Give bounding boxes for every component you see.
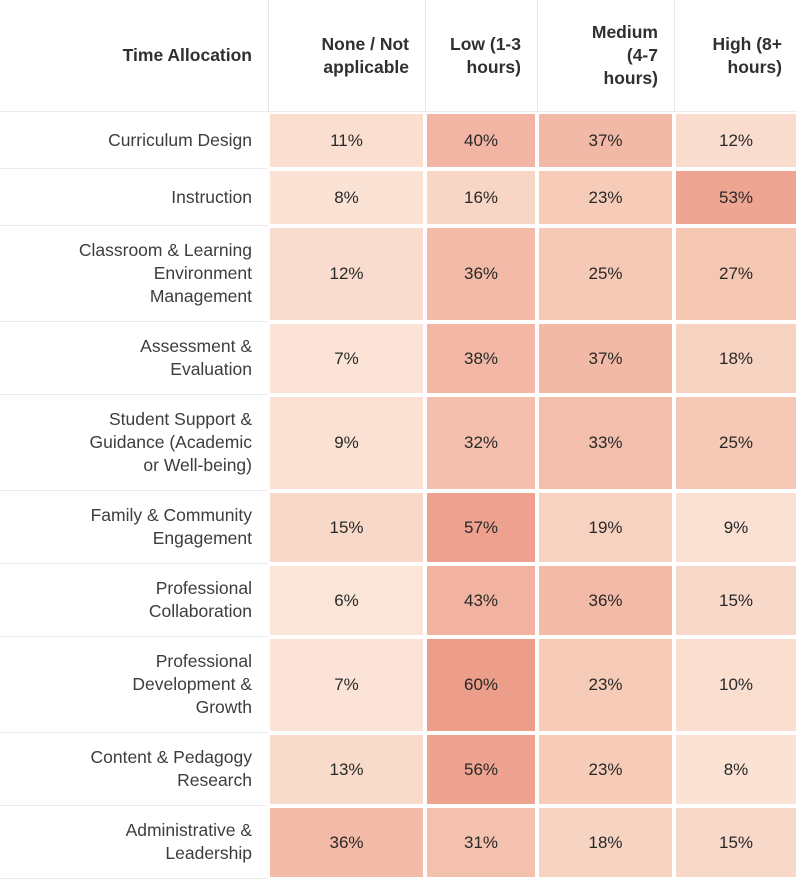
- heatmap-cell: 11%: [268, 112, 425, 169]
- heatmap-cell: 18%: [537, 806, 674, 879]
- column-header-none-not-applicable: None / Not applicable: [268, 0, 425, 112]
- heatmap-cell: 25%: [674, 395, 798, 491]
- table-row: Professional Collaboration 6% 43% 36% 15%: [0, 564, 798, 637]
- heatmap-cell: 8%: [674, 733, 798, 806]
- table-body: Curriculum Design 11% 40% 37% 12% Instruction…: [0, 112, 798, 879]
- heatmap-cell: 18%: [674, 322, 798, 395]
- heatmap-cell: 9%: [268, 395, 425, 491]
- row-label: Classroom & Learning Environment Managem…: [0, 226, 268, 322]
- row-label: Student Support & Guidance (Academic or …: [0, 395, 268, 491]
- heatmap-cell: 56%: [425, 733, 537, 806]
- table-row: Student Support & Guidance (Academic or …: [0, 395, 798, 491]
- table-row: Instruction 8% 16% 23% 53%: [0, 169, 798, 226]
- table-row: Assessment & Evaluation 7% 38% 37% 18%: [0, 322, 798, 395]
- heatmap-cell: 53%: [674, 169, 798, 226]
- heatmap-cell: 40%: [425, 112, 537, 169]
- heatmap-cell: 60%: [425, 637, 537, 733]
- heatmap-cell: 37%: [537, 322, 674, 395]
- row-label: Instruction: [0, 169, 268, 226]
- row-label: Assessment & Evaluation: [0, 322, 268, 395]
- heatmap-cell: 36%: [425, 226, 537, 322]
- table-row: Family & Community Engagement 15% 57% 19% 9%: [0, 491, 798, 564]
- row-label: Curriculum Design: [0, 112, 268, 169]
- heatmap-cell: 32%: [425, 395, 537, 491]
- table-row: Classroom & Learning Environment Managem…: [0, 226, 798, 322]
- row-label: Professional Collaboration: [0, 564, 268, 637]
- heatmap-cell: 31%: [425, 806, 537, 879]
- heatmap-cell: 12%: [674, 112, 798, 169]
- heatmap-cell: 10%: [674, 637, 798, 733]
- column-header-high-8-plus-hours: High (8+ hours): [674, 0, 798, 112]
- heatmap-cell: 16%: [425, 169, 537, 226]
- heatmap-cell: 23%: [537, 637, 674, 733]
- heatmap-cell: 15%: [674, 564, 798, 637]
- table-row: Content & Pedagogy Research 13% 56% 23% 8%: [0, 733, 798, 806]
- heatmap-cell: 7%: [268, 637, 425, 733]
- row-label: Administrative & Leadership: [0, 806, 268, 879]
- heatmap-cell: 38%: [425, 322, 537, 395]
- heatmap-cell: 57%: [425, 491, 537, 564]
- heatmap-cell: 19%: [537, 491, 674, 564]
- heatmap-cell: 7%: [268, 322, 425, 395]
- heatmap-cell: 27%: [674, 226, 798, 322]
- column-header-time-allocation: Time Allocation: [0, 0, 268, 112]
- column-header-low-1-3-hours: Low (1-3 hours): [425, 0, 537, 112]
- heatmap-cell: 23%: [537, 169, 674, 226]
- table-row: Administrative & Leadership 36% 31% 18% 15%: [0, 806, 798, 879]
- heatmap-cell: 12%: [268, 226, 425, 322]
- heatmap-cell: 33%: [537, 395, 674, 491]
- heatmap-cell: 9%: [674, 491, 798, 564]
- heatmap-cell: 15%: [268, 491, 425, 564]
- heatmap-cell: 23%: [537, 733, 674, 806]
- heatmap-cell: 6%: [268, 564, 425, 637]
- table-row: Professional Development & Growth 7% 60% 23…: [0, 637, 798, 733]
- column-header-medium-4-7-hours: Medium (4-7 hours): [537, 0, 674, 112]
- row-label: Professional Development & Growth: [0, 637, 268, 733]
- heatmap-cell: 36%: [537, 564, 674, 637]
- row-label: Family & Community Engagement: [0, 491, 268, 564]
- heatmap-cell: 37%: [537, 112, 674, 169]
- heatmap-cell: 25%: [537, 226, 674, 322]
- heatmap-cell: 8%: [268, 169, 425, 226]
- heatmap-cell: 13%: [268, 733, 425, 806]
- heatmap-cell: 15%: [674, 806, 798, 879]
- heatmap-cell: 43%: [425, 564, 537, 637]
- heatmap-cell: 36%: [268, 806, 425, 879]
- header-row: Time Allocation None / Not applicable Lo…: [0, 0, 798, 112]
- row-label: Content & Pedagogy Research: [0, 733, 268, 806]
- table-row: Curriculum Design 11% 40% 37% 12%: [0, 112, 798, 169]
